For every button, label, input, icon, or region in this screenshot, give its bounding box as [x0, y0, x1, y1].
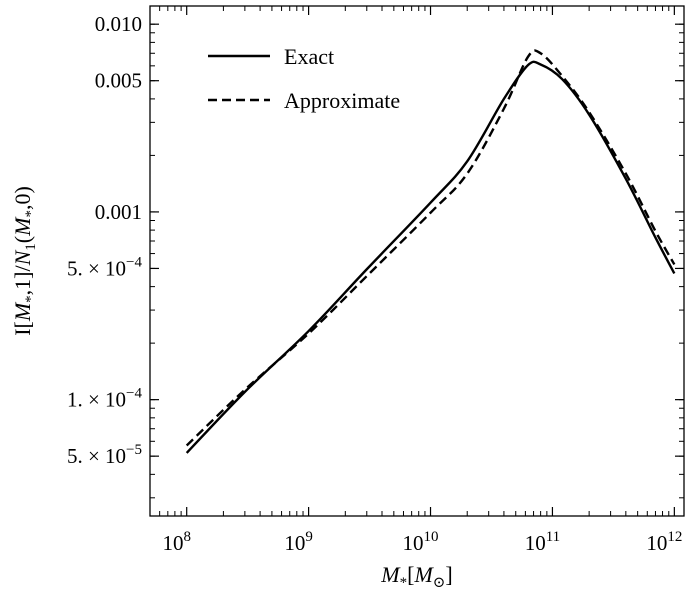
x-tick-label: 109 [284, 529, 313, 555]
legend-label-approximate: Approximate [284, 88, 400, 113]
x-tick-label: 1010 [403, 529, 439, 555]
y-axis-ticks: 0.010 0.005 0.001 5. × 10−4 1. × 10−4 5. × 10… [67, 12, 684, 499]
series-lines [185, 49, 676, 454]
y-tick-label: 5. × 10−4 [67, 254, 143, 280]
x-tick-label: 108 [162, 529, 191, 555]
series-line-approximate [185, 49, 676, 447]
x-axis-ticks: 108 109 1010 1011 1012 [149, 6, 682, 555]
x-axis-label: M*[M⊙] [380, 562, 452, 591]
legend-label-exact: Exact [284, 44, 334, 69]
legend: Exact Approximate [208, 44, 400, 113]
y-tick-label: 0.005 [95, 69, 142, 93]
series-line-exact [185, 60, 676, 454]
y-tick-label: 5. × 10−5 [67, 442, 142, 468]
plot-frame [149, 5, 685, 517]
x-tick-label: 1012 [646, 529, 682, 555]
y-axis-label: I[M*,1]/N1(M*,0) [10, 186, 39, 336]
y-tick-label: 0.001 [95, 200, 142, 224]
y-tick-label: 1. × 10−4 [67, 386, 143, 412]
plot-border [149, 5, 685, 517]
y-tick-label: 0.010 [95, 12, 142, 36]
x-tick-label: 1011 [525, 529, 560, 555]
